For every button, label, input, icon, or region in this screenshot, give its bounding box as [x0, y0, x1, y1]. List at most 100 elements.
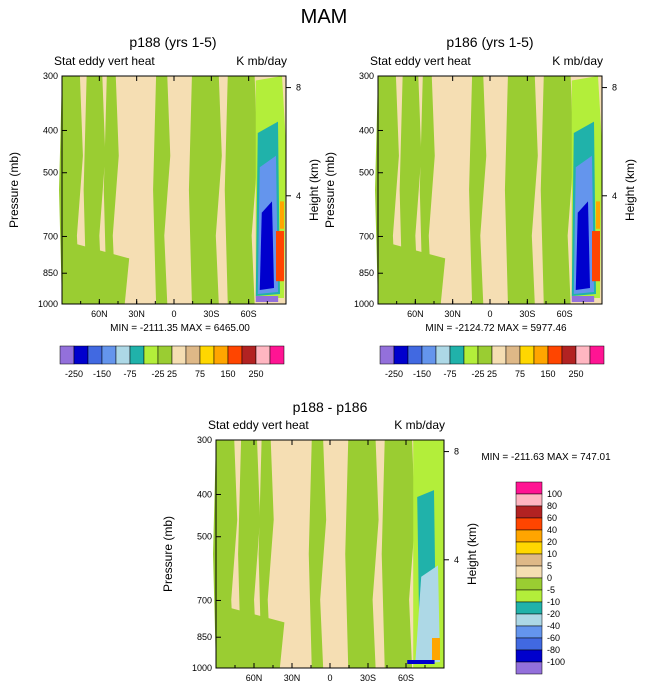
colorbar-swatch — [575, 345, 591, 365]
pressure-tick-label: 850 — [197, 632, 212, 642]
stats-text: MIN = -2124.72 MAX = 5977.46 — [425, 323, 567, 334]
colorbar-swatch — [143, 345, 159, 365]
colorbar-swatch — [87, 345, 103, 365]
colorbar-swatch — [379, 345, 395, 365]
colorbar-swatch — [515, 493, 543, 507]
field-southern-cell — [280, 201, 284, 229]
panel-title: p188 - p186 — [293, 399, 368, 415]
colorbar-label: -60 — [547, 633, 560, 643]
height-tick-label: 8 — [454, 447, 459, 457]
colorbar-swatch — [547, 345, 563, 365]
field-band — [188, 76, 222, 304]
pressure-tick-label: 500 — [43, 168, 58, 178]
field-band — [83, 76, 106, 304]
colorbar-2: -250 -150 -75 -25 25 75 150 250 — [379, 345, 605, 379]
colorbar-label: -25 — [471, 369, 484, 379]
field-band — [308, 440, 327, 668]
field-band — [399, 76, 422, 304]
colorbar-swatch — [435, 345, 451, 365]
colorbar-swatch — [515, 529, 543, 543]
y-axis-label: Pressure (mb) — [7, 152, 21, 228]
lat-tick-label: 30S — [519, 309, 535, 319]
colorbar-label: 75 — [515, 369, 525, 379]
colorbar-swatch — [227, 345, 243, 365]
colorbar-label: -75 — [123, 369, 136, 379]
colorbar-label: -40 — [547, 621, 560, 631]
pressure-tick-label: 850 — [359, 268, 374, 278]
colorbar-label: 25 — [487, 369, 497, 379]
colorbar-label: 0 — [547, 573, 552, 583]
colorbar-swatch — [255, 345, 271, 365]
colorbar-swatch — [515, 601, 543, 615]
lat-tick-label: 60N — [407, 309, 424, 319]
colorbar-label: -250 — [385, 369, 403, 379]
figure-title: MAM — [301, 6, 348, 28]
field-band — [103, 76, 119, 304]
colorbar-swatch — [515, 613, 543, 627]
field-band — [540, 76, 574, 304]
colorbar-swatch — [463, 345, 479, 365]
colorbar-label: -75 — [443, 369, 456, 379]
height-tick-label: 4 — [296, 191, 301, 201]
height-tick-label: 4 — [612, 191, 617, 201]
colorbar-swatch — [393, 345, 409, 365]
colorbar-swatch — [515, 553, 543, 567]
colorbar-label: -20 — [547, 609, 560, 619]
pressure-tick-label: 700 — [197, 595, 212, 605]
height-tick-label: 4 — [454, 555, 459, 565]
colorbar-top: -250 -150 -75 -25 25 75 150 250 -250 -150 -75 -25 25… — [59, 345, 605, 379]
y-axis-right-label: Height (km) — [623, 159, 637, 221]
field-band — [62, 240, 130, 304]
colorbar-swatch — [589, 345, 605, 365]
field-band — [419, 76, 435, 304]
colorbar-swatch — [269, 345, 285, 365]
colorbar-label: -5 — [547, 585, 555, 595]
colorbar-swatch — [477, 345, 493, 365]
colorbar-swatch — [115, 345, 131, 365]
colorbar-label: 20 — [547, 537, 557, 547]
colorbar-swatch — [101, 345, 117, 365]
lat-tick-label: 30N — [444, 309, 461, 319]
field-southern-cell — [592, 231, 600, 282]
field-southern-cell — [432, 638, 440, 660]
colorbar-swatch — [505, 345, 521, 365]
colorbar-label: -100 — [547, 657, 565, 667]
colorbar-swatch — [171, 345, 187, 365]
panel-right-label: K mb/day — [236, 54, 287, 68]
colorbar-label: 10 — [547, 549, 557, 559]
height-tick-label: 8 — [296, 83, 301, 93]
colorbar-label: -80 — [547, 645, 560, 655]
colorbar-swatch — [491, 345, 507, 365]
colorbar-label: 150 — [220, 369, 235, 379]
pressure-tick-label: 400 — [43, 125, 58, 135]
field-southern-cell — [407, 660, 435, 664]
colorbar-1: -250 -150 -75 -25 25 75 150 250 — [59, 345, 285, 379]
field-southern-cell — [255, 296, 279, 302]
panel-right-label: K mb/day — [394, 418, 445, 432]
lat-tick-label: 30N — [284, 673, 301, 683]
colorbar-label: 250 — [248, 369, 263, 379]
colorbar-swatch — [199, 345, 215, 365]
lat-tick-label: 30N — [128, 309, 145, 319]
colorbar-swatch — [515, 637, 543, 651]
colorbar-swatch — [129, 345, 145, 365]
colorbar-label: 5 — [547, 561, 552, 571]
panel-left-label: Stat eddy vert heat — [370, 54, 471, 68]
lat-tick-label: 0 — [487, 309, 492, 319]
lat-tick-label: 60S — [398, 673, 414, 683]
pressure-tick-label: 1000 — [354, 299, 374, 309]
colorbar-swatch — [241, 345, 257, 365]
colorbar-label: 40 — [547, 525, 557, 535]
height-tick-label: 8 — [612, 83, 617, 93]
colorbar-swatch — [561, 345, 577, 365]
field-southern-cell — [596, 201, 600, 229]
field-southern-cell — [571, 296, 595, 302]
panel-left-label: Stat eddy vert heat — [54, 54, 155, 68]
colorbar-label: 60 — [547, 513, 557, 523]
stats-text: MIN = -2111.35 MAX = 6465.00 — [110, 323, 250, 334]
pressure-tick-label: 700 — [43, 231, 58, 241]
colorbar-swatch — [449, 345, 465, 365]
pressure-tick-label: 300 — [359, 71, 374, 81]
y-axis-label: Pressure (mb) — [161, 516, 175, 592]
field-band — [238, 440, 261, 668]
